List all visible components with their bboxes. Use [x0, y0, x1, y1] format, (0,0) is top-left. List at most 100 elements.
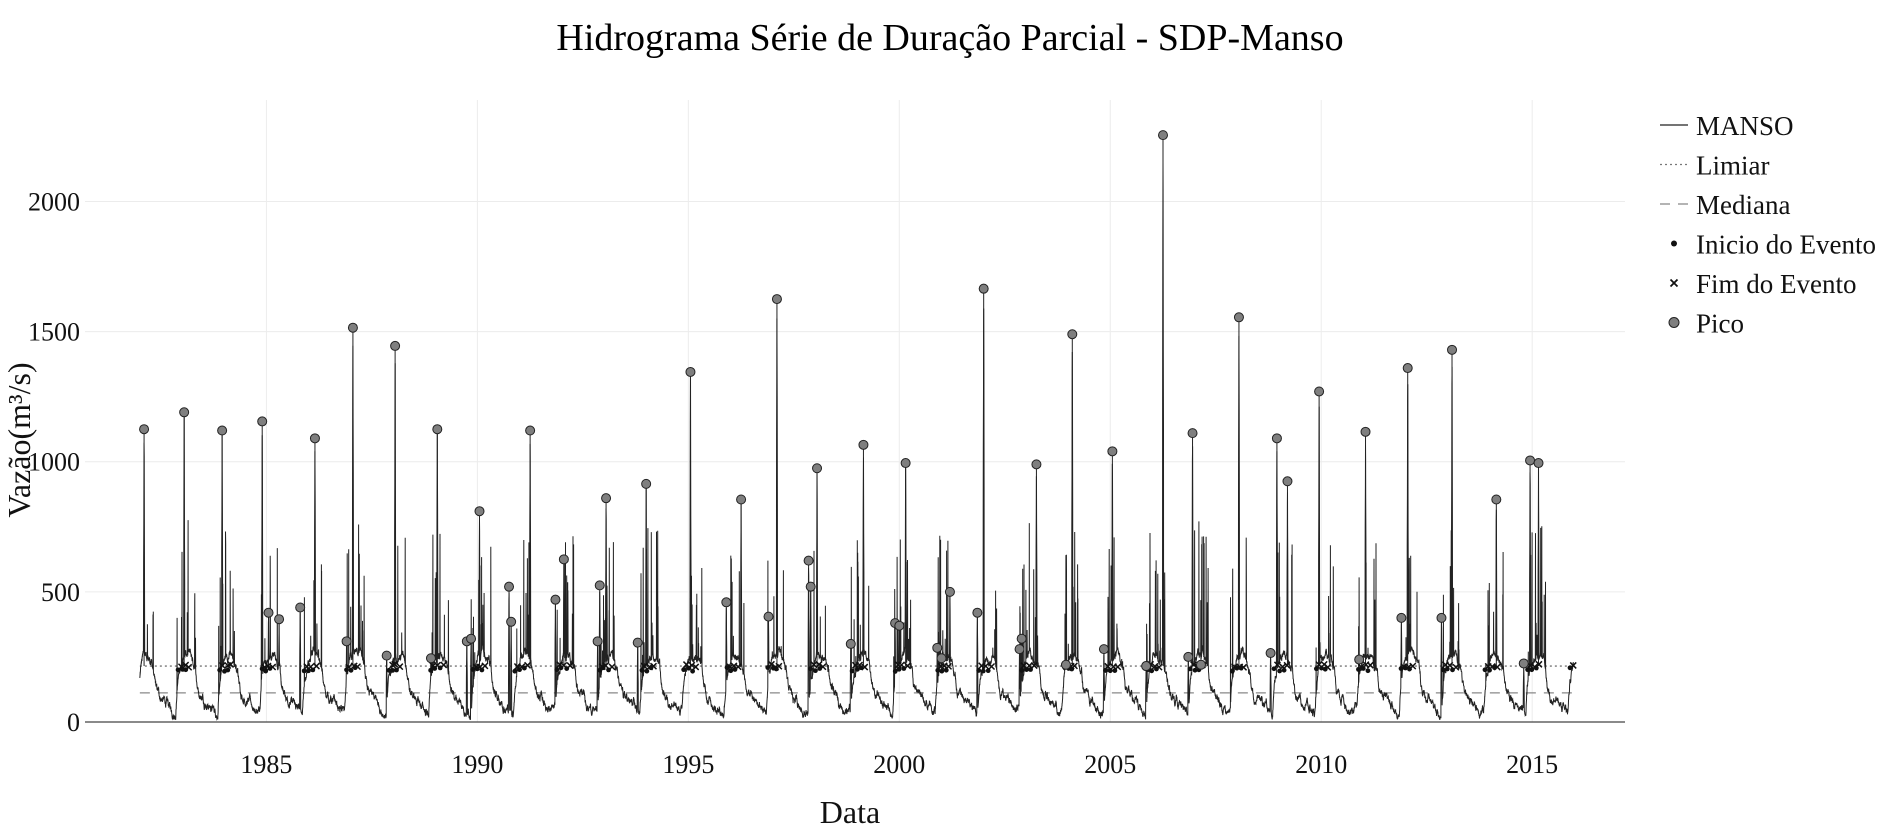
- event-end-marker: [640, 662, 648, 670]
- x-tick-label: 2010: [1295, 750, 1347, 779]
- peak-marker: [139, 424, 150, 435]
- peak-marker: [309, 433, 320, 444]
- event-end-marker: [1446, 661, 1454, 669]
- event-end-marker: [1070, 662, 1078, 670]
- event-start-marker: [348, 667, 354, 673]
- event-end-marker: [819, 663, 827, 671]
- event-start-marker: [854, 666, 860, 672]
- event-end-marker: [1155, 663, 1163, 671]
- event-end-marker: [904, 662, 912, 670]
- event-end-marker: [602, 662, 610, 670]
- event-start-marker: [1103, 668, 1108, 673]
- event-end-marker: [1240, 663, 1248, 671]
- peak-marker: [1141, 661, 1152, 672]
- event-start-marker: [939, 668, 945, 674]
- event-start-marker: [301, 668, 307, 674]
- legend-label: Pico: [1696, 309, 1744, 339]
- event-start-marker: [554, 667, 560, 673]
- event-end-marker: [944, 662, 953, 670]
- event-end-marker: [1283, 661, 1291, 669]
- event-end-marker: [227, 660, 235, 668]
- legend-label: Mediana: [1696, 190, 1790, 220]
- peak-marker: [1233, 312, 1244, 323]
- peak-marker: [257, 416, 268, 427]
- peak-marker: [1098, 644, 1109, 655]
- legend: MANSO Limiar Mediana Inicio do Evento Fim do…: [1660, 111, 1876, 339]
- peak-marker: [1525, 455, 1536, 466]
- event-end-marker: [1493, 663, 1501, 671]
- peak-marker: [1360, 426, 1371, 437]
- y-tick-label: 1500: [28, 318, 80, 347]
- peak-marker: [944, 586, 955, 597]
- flow-line-manso: [139, 161, 1575, 722]
- peak-marker: [1183, 651, 1194, 662]
- event-start-marker: [512, 668, 518, 674]
- event-end-marker: [692, 663, 700, 671]
- event-end-marker: [185, 663, 193, 671]
- flow-series: [139, 135, 1575, 722]
- peak-marker: [179, 407, 190, 418]
- legend-label: Inicio do Evento: [1696, 230, 1876, 260]
- x-tick-label: 1985: [240, 750, 292, 779]
- peak-marker: [347, 322, 358, 333]
- event-end-marker: [1273, 661, 1281, 669]
- event-end-marker: [566, 662, 574, 670]
- peak-marker: [641, 478, 652, 489]
- event-start-marker: [386, 667, 392, 673]
- event-end-marker: [815, 660, 823, 668]
- peak-marker: [1282, 476, 1293, 487]
- event-end-marker: [396, 663, 404, 671]
- event-end-marker: [481, 662, 489, 670]
- x-axis-ticks: 1985 1990 1995 2000 2005 2010 2015: [240, 750, 1558, 779]
- peak-marker: [1060, 659, 1071, 670]
- event-start-marker: [728, 668, 734, 674]
- x-tick-label: 2000: [873, 750, 925, 779]
- peak-marker: [1396, 612, 1407, 623]
- legend-label: MANSO: [1696, 111, 1794, 141]
- event-start-marker: [639, 667, 645, 673]
- event-end-marker: [269, 663, 277, 671]
- peak-marker: [474, 506, 485, 517]
- legend-label: Limiar: [1696, 151, 1769, 181]
- legend-swatch: [1668, 317, 1680, 328]
- peak-marker: [558, 554, 569, 565]
- event-end-marker: [218, 661, 226, 670]
- chart-title: Hidrograma Série de Duração Parcial - SD…: [556, 17, 1343, 59]
- event-end-marker: [1535, 660, 1543, 668]
- peak-marker: [466, 633, 477, 644]
- event-end-marker: [524, 661, 532, 669]
- event-end-marker: [861, 663, 869, 671]
- event-start-marker: [1229, 668, 1235, 674]
- y-tick-label: 2000: [28, 187, 80, 216]
- event-end-marker: [1409, 662, 1417, 670]
- event-start-marker: [813, 668, 818, 674]
- event-start-marker: [980, 668, 986, 674]
- peak-marker: [594, 580, 605, 591]
- legend-swatch: [1669, 278, 1679, 288]
- event-start-marker: [428, 667, 434, 673]
- event-start-marker: [644, 668, 650, 674]
- x-axis-label: Data: [820, 794, 880, 827]
- event-start-marker: [681, 667, 687, 673]
- peak-marker: [425, 653, 436, 664]
- event-start-marker: [1281, 667, 1287, 673]
- legend-item: MANSO: [1660, 111, 1794, 141]
- event-markers: [139, 130, 1577, 674]
- reference-lines: [139, 665, 1575, 694]
- peak-marker: [1436, 612, 1447, 623]
- event-start-marker: [1313, 666, 1319, 672]
- grid-lines: [85, 100, 1625, 722]
- peak-marker: [506, 616, 517, 627]
- event-end-marker: [688, 661, 696, 669]
- peak-marker: [1195, 659, 1206, 670]
- peak-marker: [936, 653, 947, 664]
- peak-marker: [217, 425, 228, 436]
- event-end-marker: [649, 662, 658, 670]
- event-start-marker: [1024, 667, 1029, 673]
- peak-marker: [1491, 494, 1502, 505]
- peak-marker: [1271, 433, 1282, 444]
- peak-marker: [1314, 386, 1325, 397]
- event-end-marker: [312, 662, 320, 670]
- peak-marker: [803, 555, 814, 566]
